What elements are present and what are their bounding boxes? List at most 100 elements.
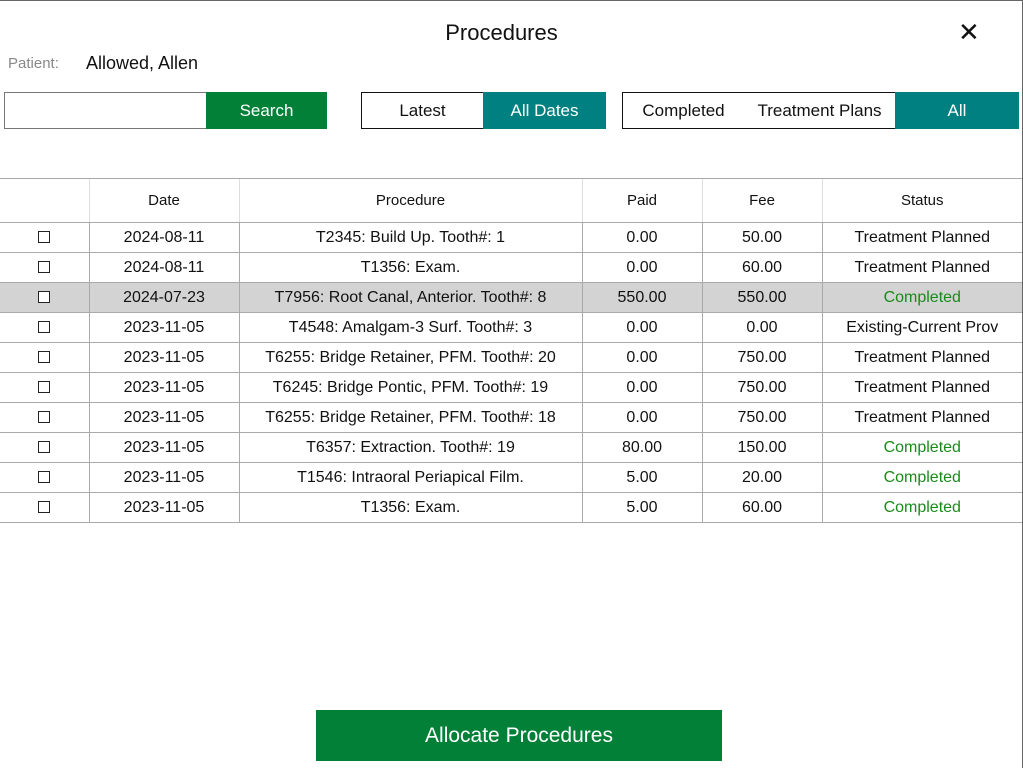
procedures-table: Date Procedure Paid Fee Status 2024-08-1…: [0, 178, 1022, 523]
row-fee: 0.00: [701, 312, 822, 343]
row-status: Completed: [821, 462, 1022, 493]
row-fee: 750.00: [701, 372, 822, 403]
header-date[interactable]: Date: [88, 178, 239, 223]
row-fee: 150.00: [701, 432, 822, 463]
treatment-plans-filter-button[interactable]: Treatment Plans: [744, 92, 896, 129]
row-procedure: T6245: Bridge Pontic, PFM. Tooth#: 19: [238, 372, 582, 403]
row-procedure: T4548: Amalgam-3 Surf. Tooth#: 3: [238, 312, 582, 343]
row-status: Treatment Planned: [821, 402, 1022, 433]
row-date: 2023-11-05: [88, 312, 239, 343]
row-checkbox[interactable]: [38, 231, 51, 244]
row-fee: 750.00: [701, 402, 822, 433]
row-procedure: T1356: Exam.: [238, 252, 582, 283]
row-paid: 5.00: [581, 492, 702, 523]
row-paid: 0.00: [581, 372, 702, 403]
row-status: Treatment Planned: [821, 222, 1022, 253]
row-checkbox-cell[interactable]: [0, 222, 89, 253]
table-row[interactable]: 2023-11-05 T6255: Bridge Retainer, PFM. …: [0, 402, 1022, 433]
row-date: 2023-11-05: [88, 492, 239, 523]
row-procedure: T1546: Intraoral Periapical Film.: [238, 462, 582, 493]
row-checkbox[interactable]: [38, 291, 51, 304]
close-icon[interactable]: ✕: [958, 17, 980, 47]
row-status: Completed: [821, 282, 1022, 313]
row-paid: 5.00: [581, 462, 702, 493]
row-checkbox[interactable]: [38, 501, 51, 514]
allocate-procedures-button[interactable]: Allocate Procedures: [316, 710, 722, 761]
row-date: 2024-08-11: [88, 222, 239, 253]
row-date: 2024-08-11: [88, 252, 239, 283]
header-status[interactable]: Status: [821, 178, 1022, 223]
row-date: 2023-11-05: [88, 342, 239, 373]
table-row[interactable]: 2024-07-23 T7956: Root Canal, Anterior. …: [0, 282, 1022, 313]
row-status: Treatment Planned: [821, 342, 1022, 373]
row-checkbox[interactable]: [38, 261, 51, 274]
row-checkbox-cell[interactable]: [0, 342, 89, 373]
table-row[interactable]: 2024-08-11 T1356: Exam. 0.00 60.00 Treat…: [0, 252, 1022, 283]
dialog-title: Procedures: [445, 20, 558, 45]
row-procedure: T1356: Exam.: [238, 492, 582, 523]
row-procedure: T6357: Extraction. Tooth#: 19: [238, 432, 582, 463]
row-date: 2023-11-05: [88, 372, 239, 403]
table-row[interactable]: 2023-11-05 T4548: Amalgam-3 Surf. Tooth#…: [0, 312, 1022, 343]
row-checkbox-cell[interactable]: [0, 402, 89, 433]
row-status: Completed: [821, 432, 1022, 463]
row-paid: 0.00: [581, 402, 702, 433]
row-checkbox-cell[interactable]: [0, 462, 89, 493]
row-fee: 50.00: [701, 222, 822, 253]
row-date: 2024-07-23: [88, 282, 239, 313]
table-header: Date Procedure Paid Fee Status: [0, 178, 1022, 223]
completed-filter-button[interactable]: Completed: [622, 92, 745, 129]
header-paid[interactable]: Paid: [581, 178, 702, 223]
row-procedure: T6255: Bridge Retainer, PFM. Tooth#: 20: [238, 342, 582, 373]
header-select: [0, 178, 89, 223]
row-fee: 750.00: [701, 342, 822, 373]
row-date: 2023-11-05: [88, 402, 239, 433]
row-paid: 0.00: [581, 312, 702, 343]
row-checkbox-cell[interactable]: [0, 492, 89, 523]
patient-name: Allowed, Allen: [86, 53, 199, 73]
latest-button[interactable]: Latest: [361, 92, 484, 129]
row-fee: 550.00: [701, 282, 822, 313]
row-fee: 60.00: [701, 252, 822, 283]
header-fee[interactable]: Fee: [701, 178, 822, 223]
row-date: 2023-11-05: [88, 432, 239, 463]
row-checkbox[interactable]: [38, 471, 51, 484]
row-status: Treatment Planned: [821, 252, 1022, 283]
table-row[interactable]: 2023-11-05 T1356: Exam. 5.00 60.00 Compl…: [0, 492, 1022, 523]
row-checkbox[interactable]: [38, 351, 51, 364]
all-filter-button[interactable]: All: [895, 92, 1019, 129]
row-fee: 20.00: [701, 462, 822, 493]
row-fee: 60.00: [701, 492, 822, 523]
table-row[interactable]: 2023-11-05 T1546: Intraoral Periapical F…: [0, 462, 1022, 493]
row-checkbox-cell[interactable]: [0, 312, 89, 343]
search-button[interactable]: Search: [206, 92, 327, 129]
row-paid: 0.00: [581, 342, 702, 373]
table-row[interactable]: 2024-08-11 T2345: Build Up. Tooth#: 1 0.…: [0, 222, 1022, 253]
row-paid: 0.00: [581, 222, 702, 253]
table-row[interactable]: 2023-11-05 T6357: Extraction. Tooth#: 19…: [0, 432, 1022, 463]
all-dates-button[interactable]: All Dates: [483, 92, 606, 129]
row-checkbox-cell[interactable]: [0, 372, 89, 403]
patient-label: Patient:: [8, 55, 59, 72]
row-status: Treatment Planned: [821, 372, 1022, 403]
row-procedure: T6255: Bridge Retainer, PFM. Tooth#: 18: [238, 402, 582, 433]
row-paid: 0.00: [581, 252, 702, 283]
header-procedure[interactable]: Procedure: [238, 178, 582, 223]
row-procedure: T7956: Root Canal, Anterior. Tooth#: 8: [238, 282, 582, 313]
row-status: Existing-Current Prov: [821, 312, 1022, 343]
table-row[interactable]: 2023-11-05 T6255: Bridge Retainer, PFM. …: [0, 342, 1022, 373]
row-procedure: T2345: Build Up. Tooth#: 1: [238, 222, 582, 253]
row-checkbox-cell[interactable]: [0, 432, 89, 463]
row-date: 2023-11-05: [88, 462, 239, 493]
row-status: Completed: [821, 492, 1022, 523]
row-checkbox[interactable]: [38, 411, 51, 424]
row-paid: 550.00: [581, 282, 702, 313]
row-checkbox-cell[interactable]: [0, 252, 89, 283]
search-input[interactable]: [4, 92, 207, 129]
row-checkbox[interactable]: [38, 321, 51, 334]
row-checkbox[interactable]: [38, 441, 51, 454]
row-paid: 80.00: [581, 432, 702, 463]
row-checkbox[interactable]: [38, 381, 51, 394]
row-checkbox-cell[interactable]: [0, 282, 89, 313]
table-row[interactable]: 2023-11-05 T6245: Bridge Pontic, PFM. To…: [0, 372, 1022, 403]
